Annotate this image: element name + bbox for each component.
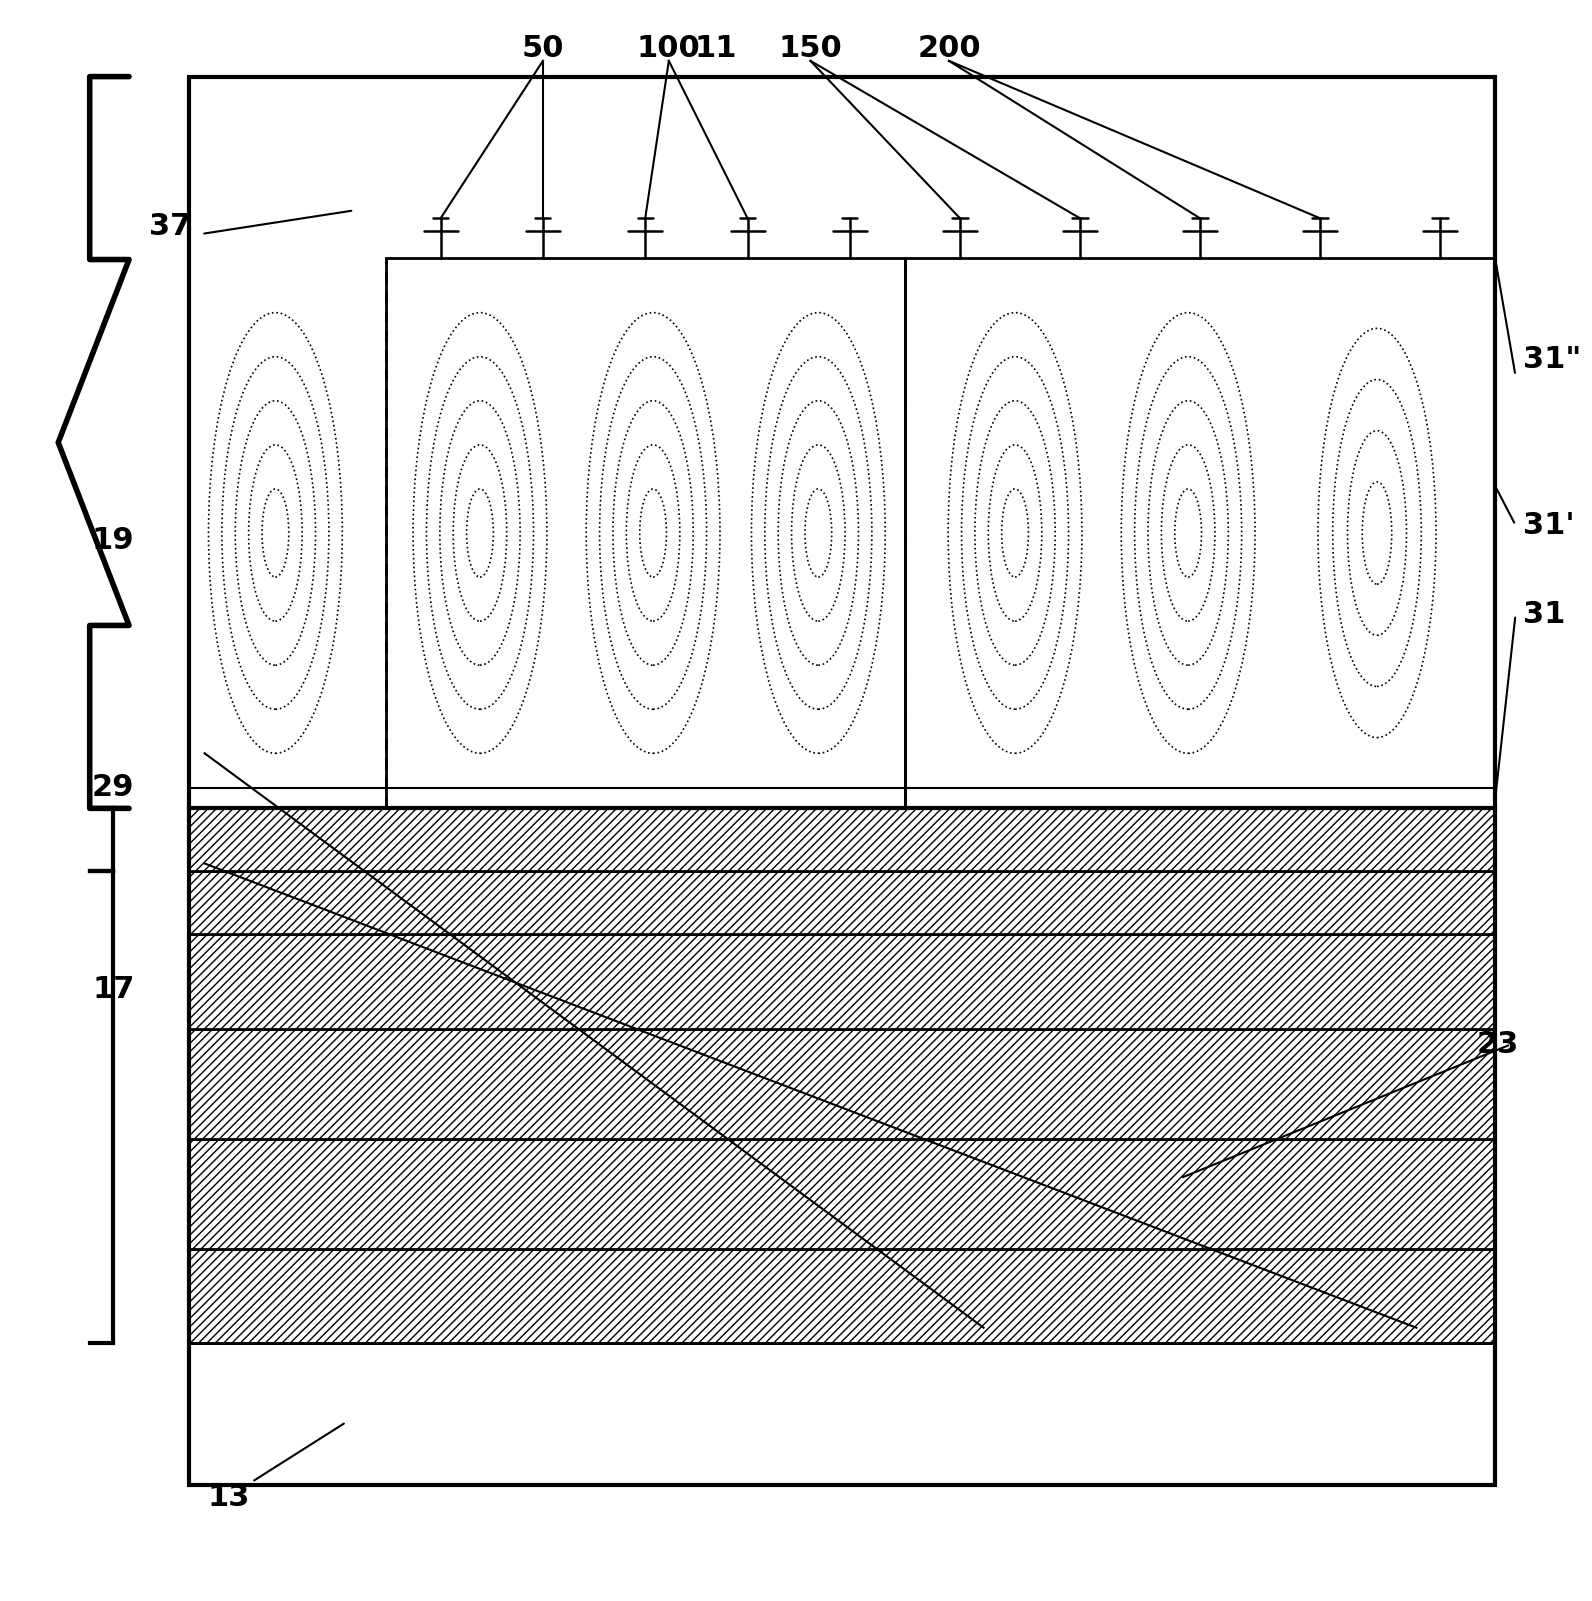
Bar (189, 77, 1495, 809)
Bar (189, 77, 1495, 1486)
Bar (189, 1029, 1495, 1138)
Text: 200: 200 (917, 34, 981, 62)
Text: 17: 17 (92, 975, 134, 1004)
Text: 150: 150 (778, 34, 842, 62)
Bar (904, 258, 1495, 809)
Text: 29: 29 (92, 773, 135, 802)
Text: 19: 19 (92, 527, 135, 556)
Text: 37: 37 (148, 211, 191, 240)
Bar (189, 77, 1495, 1486)
Text: 31": 31" (1524, 346, 1581, 375)
Text: 31: 31 (1524, 600, 1565, 629)
Text: 23: 23 (1476, 1029, 1519, 1058)
Bar (189, 935, 1495, 1029)
Bar (385, 258, 904, 809)
Text: 11: 11 (694, 34, 737, 62)
Bar (189, 1249, 1495, 1343)
Text: 31': 31' (1524, 511, 1574, 540)
Bar (189, 1138, 1495, 1249)
Bar (189, 809, 1495, 871)
Text: 50: 50 (522, 34, 564, 62)
Bar (189, 871, 1495, 935)
Text: 100: 100 (637, 34, 700, 62)
Bar (189, 1343, 1495, 1486)
Text: 13: 13 (207, 1483, 250, 1513)
